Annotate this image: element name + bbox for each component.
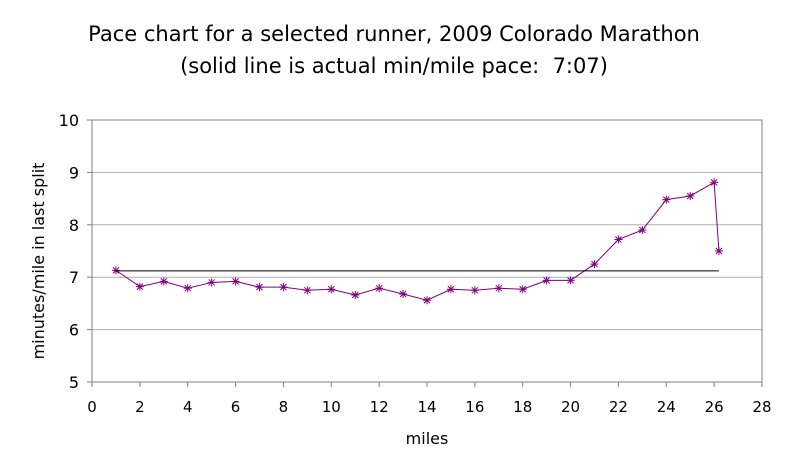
data-point-marker <box>542 276 551 285</box>
marker-stroke <box>280 283 287 291</box>
x-tick-label: 10 <box>322 398 341 416</box>
marker-stroke <box>567 276 574 284</box>
data-point-marker <box>710 178 719 187</box>
marker-stroke <box>184 284 192 292</box>
data-point-marker <box>446 285 455 294</box>
data-point-marker <box>135 282 144 291</box>
marker-stroke <box>615 236 622 243</box>
x-tick-label: 18 <box>513 398 532 416</box>
data-point-marker <box>494 284 503 293</box>
x-tick-label: 2 <box>135 398 145 416</box>
x-tick-label: 26 <box>705 398 724 416</box>
marker-stroke <box>112 267 120 274</box>
data-point-marker <box>714 247 723 255</box>
data-point-marker <box>159 277 168 286</box>
marker-stroke <box>543 276 550 284</box>
y-tick-label: 7 <box>69 268 79 287</box>
data-point-marker <box>327 285 336 294</box>
data-point-marker <box>566 276 575 285</box>
x-axis-label: miles <box>406 429 449 448</box>
data-point-marker <box>183 284 192 293</box>
x-tick-label: 6 <box>231 398 241 416</box>
marker-stroke <box>686 192 694 200</box>
series-group <box>111 178 723 305</box>
data-point-marker <box>111 266 120 275</box>
data-point-marker <box>399 289 408 298</box>
marker-stroke <box>327 285 335 293</box>
data-point-marker <box>518 285 527 294</box>
marker-stroke <box>208 279 215 286</box>
x-tick-label: 14 <box>417 398 436 416</box>
data-point-marker <box>303 286 312 295</box>
data-point-marker <box>255 283 264 292</box>
chart-title-block: Pace chart for a selected runner, 2009 C… <box>0 18 788 82</box>
x-tick-label: 24 <box>657 398 676 416</box>
marker-stroke <box>710 179 718 186</box>
data-point-marker <box>662 195 671 204</box>
marker-stroke <box>447 285 455 293</box>
marker-stroke <box>519 285 527 293</box>
y-tick-label: 8 <box>69 216 79 235</box>
x-tick-label: 28 <box>752 398 771 416</box>
data-point-marker <box>470 286 479 295</box>
marker-stroke <box>304 286 311 294</box>
gridlines <box>92 171 762 331</box>
chart-title: Pace chart for a selected runner, 2009 C… <box>88 22 700 46</box>
x-tick-label: 8 <box>279 398 289 416</box>
data-point-marker <box>686 191 695 200</box>
data-point-marker <box>614 235 623 244</box>
marker-stroke <box>423 296 431 304</box>
y-axis-label: minutes/mile in last split <box>29 163 48 360</box>
data-point-marker <box>351 291 360 300</box>
marker-stroke <box>136 283 144 290</box>
marker-stroke <box>715 247 723 255</box>
data-point-marker <box>590 260 599 269</box>
data-point-marker <box>279 283 288 292</box>
marker-stroke <box>662 196 670 204</box>
x-tick-label: 0 <box>87 398 97 416</box>
marker-stroke <box>256 283 263 291</box>
marker-stroke <box>399 290 407 298</box>
marker-stroke <box>471 286 479 294</box>
marker-stroke <box>160 278 168 285</box>
plot-area-border <box>91 119 763 383</box>
data-point-marker <box>638 226 647 235</box>
chart-subtitle: (solid line is actual min/mile pace: 7:0… <box>180 54 608 78</box>
x-tick-label: 20 <box>561 398 580 416</box>
data-point-marker <box>423 296 431 305</box>
data-point-marker <box>207 278 216 287</box>
marker-stroke <box>375 284 383 292</box>
x-tick-label: 12 <box>370 398 389 416</box>
y-tick-label: 9 <box>69 163 79 182</box>
y-tick-label: 5 <box>69 373 79 392</box>
y-tick-label: 6 <box>69 321 79 340</box>
marker-stroke <box>591 260 598 268</box>
data-point-marker <box>375 284 384 293</box>
x-tick-label: 16 <box>465 398 484 416</box>
marker-stroke <box>495 284 503 292</box>
marker-stroke <box>639 226 646 234</box>
x-tick-label: 4 <box>183 398 193 416</box>
data-point-marker <box>231 277 240 286</box>
x-tick-label: 22 <box>609 398 628 416</box>
marker-stroke <box>232 278 239 285</box>
y-tick-label: 10 <box>59 111 79 130</box>
pace-series-line <box>115 181 720 301</box>
marker-stroke <box>351 291 359 299</box>
